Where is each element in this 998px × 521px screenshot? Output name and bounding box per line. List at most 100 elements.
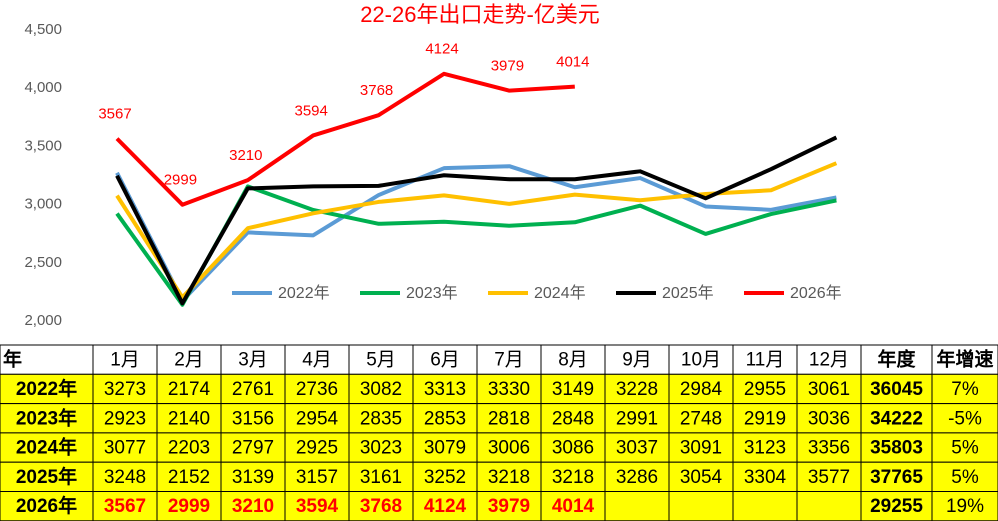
table-text: 2919	[744, 408, 786, 429]
data-label: 3768	[360, 82, 393, 99]
table-text: 3979	[488, 496, 530, 517]
table-text: 3月	[238, 350, 268, 371]
table-text: 2026年	[16, 494, 77, 517]
table-cell	[476, 373, 542, 405]
table-text: 36045	[870, 379, 923, 400]
table-cell	[0, 491, 94, 521]
table-cell	[540, 461, 606, 493]
table-cell	[604, 432, 670, 463]
table-text: 年度	[877, 348, 916, 371]
series-line	[115, 184, 837, 307]
legend-label: 2022年	[278, 284, 330, 302]
table-text: 3006	[488, 438, 530, 459]
table-cell	[668, 461, 734, 493]
table-cell	[732, 432, 798, 463]
table-cell	[92, 491, 158, 521]
table-text: 2月	[174, 350, 204, 371]
table-cell	[796, 373, 862, 405]
table-text: 4014	[552, 496, 595, 517]
table-cell	[476, 432, 542, 463]
table-text: 6月	[430, 350, 460, 371]
data-label: 3979	[491, 58, 524, 75]
table-cell	[92, 403, 158, 434]
table-text: 3161	[360, 467, 402, 488]
table-text: 3577	[808, 467, 850, 488]
table-text: 7%	[951, 379, 979, 400]
table-text: 4月	[302, 350, 332, 371]
table-cell	[92, 373, 158, 405]
legend-label: 2026年	[790, 284, 842, 302]
table-text: 3313	[424, 379, 466, 400]
table-cell	[604, 403, 670, 434]
table-cell	[348, 461, 414, 493]
table-text: 3218	[488, 467, 530, 488]
table-cell	[604, 344, 670, 375]
table-text: 3594	[296, 496, 339, 517]
table-text: 3156	[232, 408, 274, 429]
table-cell	[732, 491, 798, 521]
y-tick-label: 3,500	[24, 137, 62, 154]
table-cell	[668, 491, 734, 521]
table-cell	[156, 461, 222, 493]
table-cell	[412, 403, 478, 434]
table-cell	[796, 403, 862, 434]
table-text: 9月	[622, 350, 652, 371]
table-text: 2022年	[16, 377, 77, 400]
table-cell	[284, 432, 350, 463]
table-text: 3037	[616, 438, 658, 459]
table-text: 2954	[296, 408, 339, 429]
table-text: 3567	[104, 496, 146, 517]
table-cell	[348, 491, 414, 521]
table-text: 3036	[808, 408, 850, 429]
chart-title: 22-26年出口走势-亿美元	[360, 2, 600, 27]
table-text: 2818	[488, 408, 530, 429]
table-cell	[92, 432, 158, 463]
table-text: 2024年	[16, 436, 77, 459]
table-text: 37765	[870, 467, 923, 488]
y-tick-label: 2,500	[24, 254, 62, 271]
data-label: 4014	[556, 54, 589, 71]
data-label: 4124	[425, 41, 458, 58]
table-text: 3228	[616, 379, 658, 400]
table-text: 3218	[552, 467, 594, 488]
table-text: 3149	[552, 379, 594, 400]
table-cell	[732, 461, 798, 493]
y-tick-label: 3,000	[24, 196, 62, 213]
table-text: 3079	[424, 438, 466, 459]
table-text: 2748	[680, 408, 722, 429]
table-text: 34222	[870, 408, 923, 429]
table-cell	[220, 432, 286, 463]
table-text: 3061	[808, 379, 850, 400]
table-text: 3023	[360, 438, 402, 459]
series-line	[115, 71, 575, 207]
table-cell	[931, 373, 998, 405]
table-text: 29255	[870, 496, 923, 517]
table-text: 年	[3, 348, 22, 371]
table-text: 3286	[616, 467, 658, 488]
table-cell	[92, 344, 158, 375]
table-text: 3157	[296, 467, 338, 488]
table-text: 3304	[744, 467, 787, 488]
table-text: 3330	[488, 379, 530, 400]
table-text: -5%	[948, 408, 982, 429]
table-text: 4124	[424, 496, 467, 517]
table-text: 3273	[104, 379, 146, 400]
table-text: 3077	[104, 438, 146, 459]
table-cell	[412, 491, 478, 521]
table-text: 3768	[360, 496, 402, 517]
table-text: 2736	[296, 379, 338, 400]
table-text: 2835	[360, 408, 402, 429]
table-text: 12月	[809, 350, 849, 371]
table-text: 3139	[232, 467, 274, 488]
table-cell	[284, 491, 350, 521]
table-cell	[348, 373, 414, 405]
y-tick-label: 4,500	[24, 21, 62, 38]
y-tick-label: 4,000	[24, 79, 62, 96]
table-cell	[604, 491, 670, 521]
table-text: 19%	[946, 496, 984, 517]
table-text: 35803	[870, 438, 923, 459]
table-cell	[476, 344, 542, 375]
series-line	[115, 135, 838, 306]
table-cell	[668, 432, 734, 463]
table-cell	[220, 373, 286, 405]
